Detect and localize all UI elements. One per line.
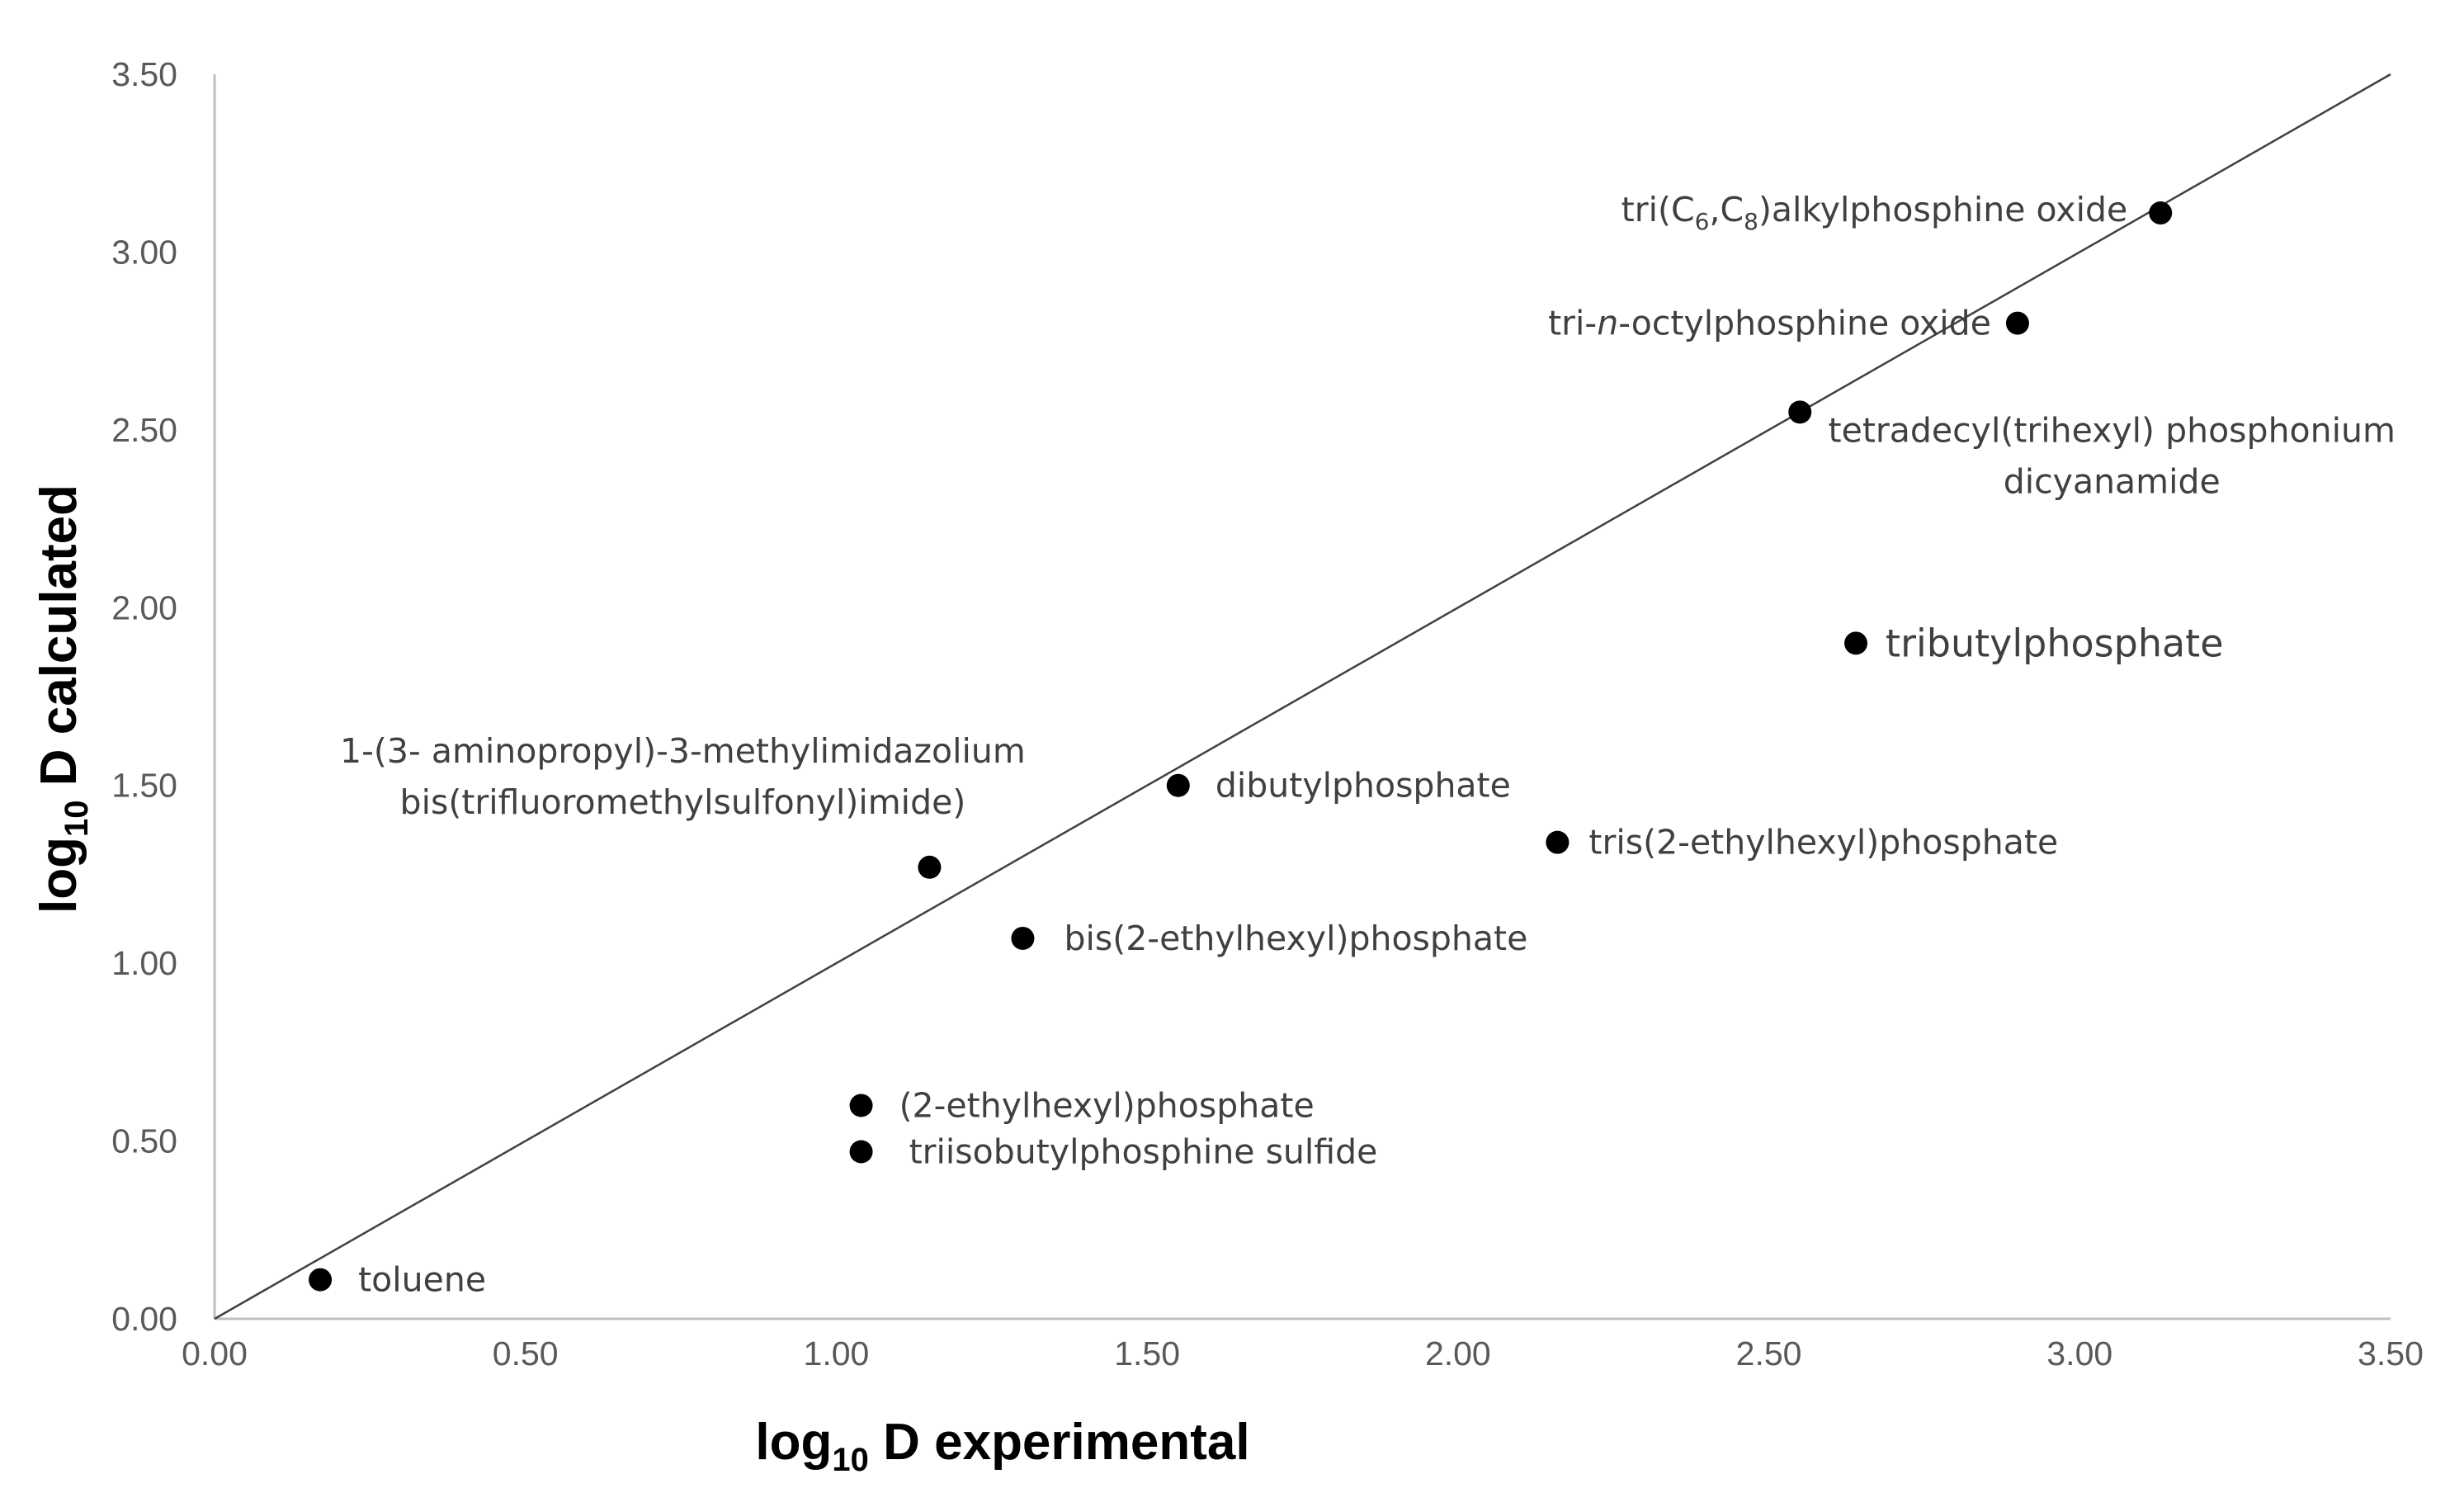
y-tick-label: 2.00 xyxy=(111,588,177,626)
x-tick-label: 0.50 xyxy=(493,1335,559,1372)
x-tick-label: 3.50 xyxy=(2358,1335,2424,1372)
data-point xyxy=(918,855,942,879)
data-point xyxy=(1844,631,1868,655)
y-tick-label: 3.00 xyxy=(111,233,177,271)
data-point xyxy=(849,1140,873,1164)
x-tick-label: 2.00 xyxy=(1425,1335,1491,1372)
data-point xyxy=(2005,311,2029,335)
labels-layer: toluene triisobutylphosphine sulfide (2-et… xyxy=(340,190,2396,1300)
y-tick-label: 2.50 xyxy=(111,411,177,449)
point-label: triisobutylphosphine sulfide xyxy=(909,1131,1378,1171)
y-axis-title: log10 D calculated xyxy=(31,484,95,914)
data-point xyxy=(1788,400,1812,424)
axes: 0.00 0.50 1.00 1.50 2.00 2.50 3.00 3.50 0.00 0.50… xyxy=(111,55,2424,1372)
point-label: dibutylphosphate xyxy=(1215,766,1511,805)
x-axis-title: log10 D experimental xyxy=(755,1414,1249,1478)
data-point xyxy=(309,1268,333,1292)
points-layer xyxy=(309,201,2173,1292)
x-tick-label: 3.00 xyxy=(2046,1335,2112,1372)
point-label: bis(2-ethylhexyl)phosphate xyxy=(1064,919,1527,958)
y-tick-label: 1.00 xyxy=(111,944,177,982)
point-label: tetradecyl(trihexyl) phosphonium dicyanam… xyxy=(1829,410,2396,501)
data-point xyxy=(1166,773,1190,797)
x-tick-label: 2.50 xyxy=(1736,1335,1802,1372)
y-tick-label: 3.50 xyxy=(111,55,177,93)
data-point xyxy=(1546,830,1570,854)
point-label: (2-ethylhexyl)phosphate xyxy=(899,1085,1315,1125)
y-tick-label: 1.50 xyxy=(111,767,177,805)
data-point xyxy=(1011,926,1035,950)
reference-line-layer xyxy=(214,73,2391,1320)
data-point xyxy=(849,1094,873,1117)
point-label: toluene xyxy=(358,1260,486,1300)
x-tick-label: 1.50 xyxy=(1114,1335,1180,1372)
data-point xyxy=(2149,201,2173,225)
x-tick-label: 1.00 xyxy=(804,1335,870,1372)
x-tick-label: 0.00 xyxy=(182,1335,248,1372)
y-tick-label: 0.50 xyxy=(111,1122,177,1160)
point-label: 1-(3- aminopropyl)-3-methylimidazolium bi… xyxy=(340,731,1026,822)
reference-line-y-equals-x xyxy=(214,73,2391,1320)
point-label: tri-n-octylphosphine oxide xyxy=(1548,304,1991,343)
point-label: tris(2-ethylhexyl)phosphate xyxy=(1588,823,2058,862)
point-label: tributylphosphate xyxy=(1886,621,2223,665)
point-label: tri(C6,C8)alkylphosphine oxide xyxy=(1621,190,2128,235)
y-tick-label: 0.00 xyxy=(111,1300,177,1338)
